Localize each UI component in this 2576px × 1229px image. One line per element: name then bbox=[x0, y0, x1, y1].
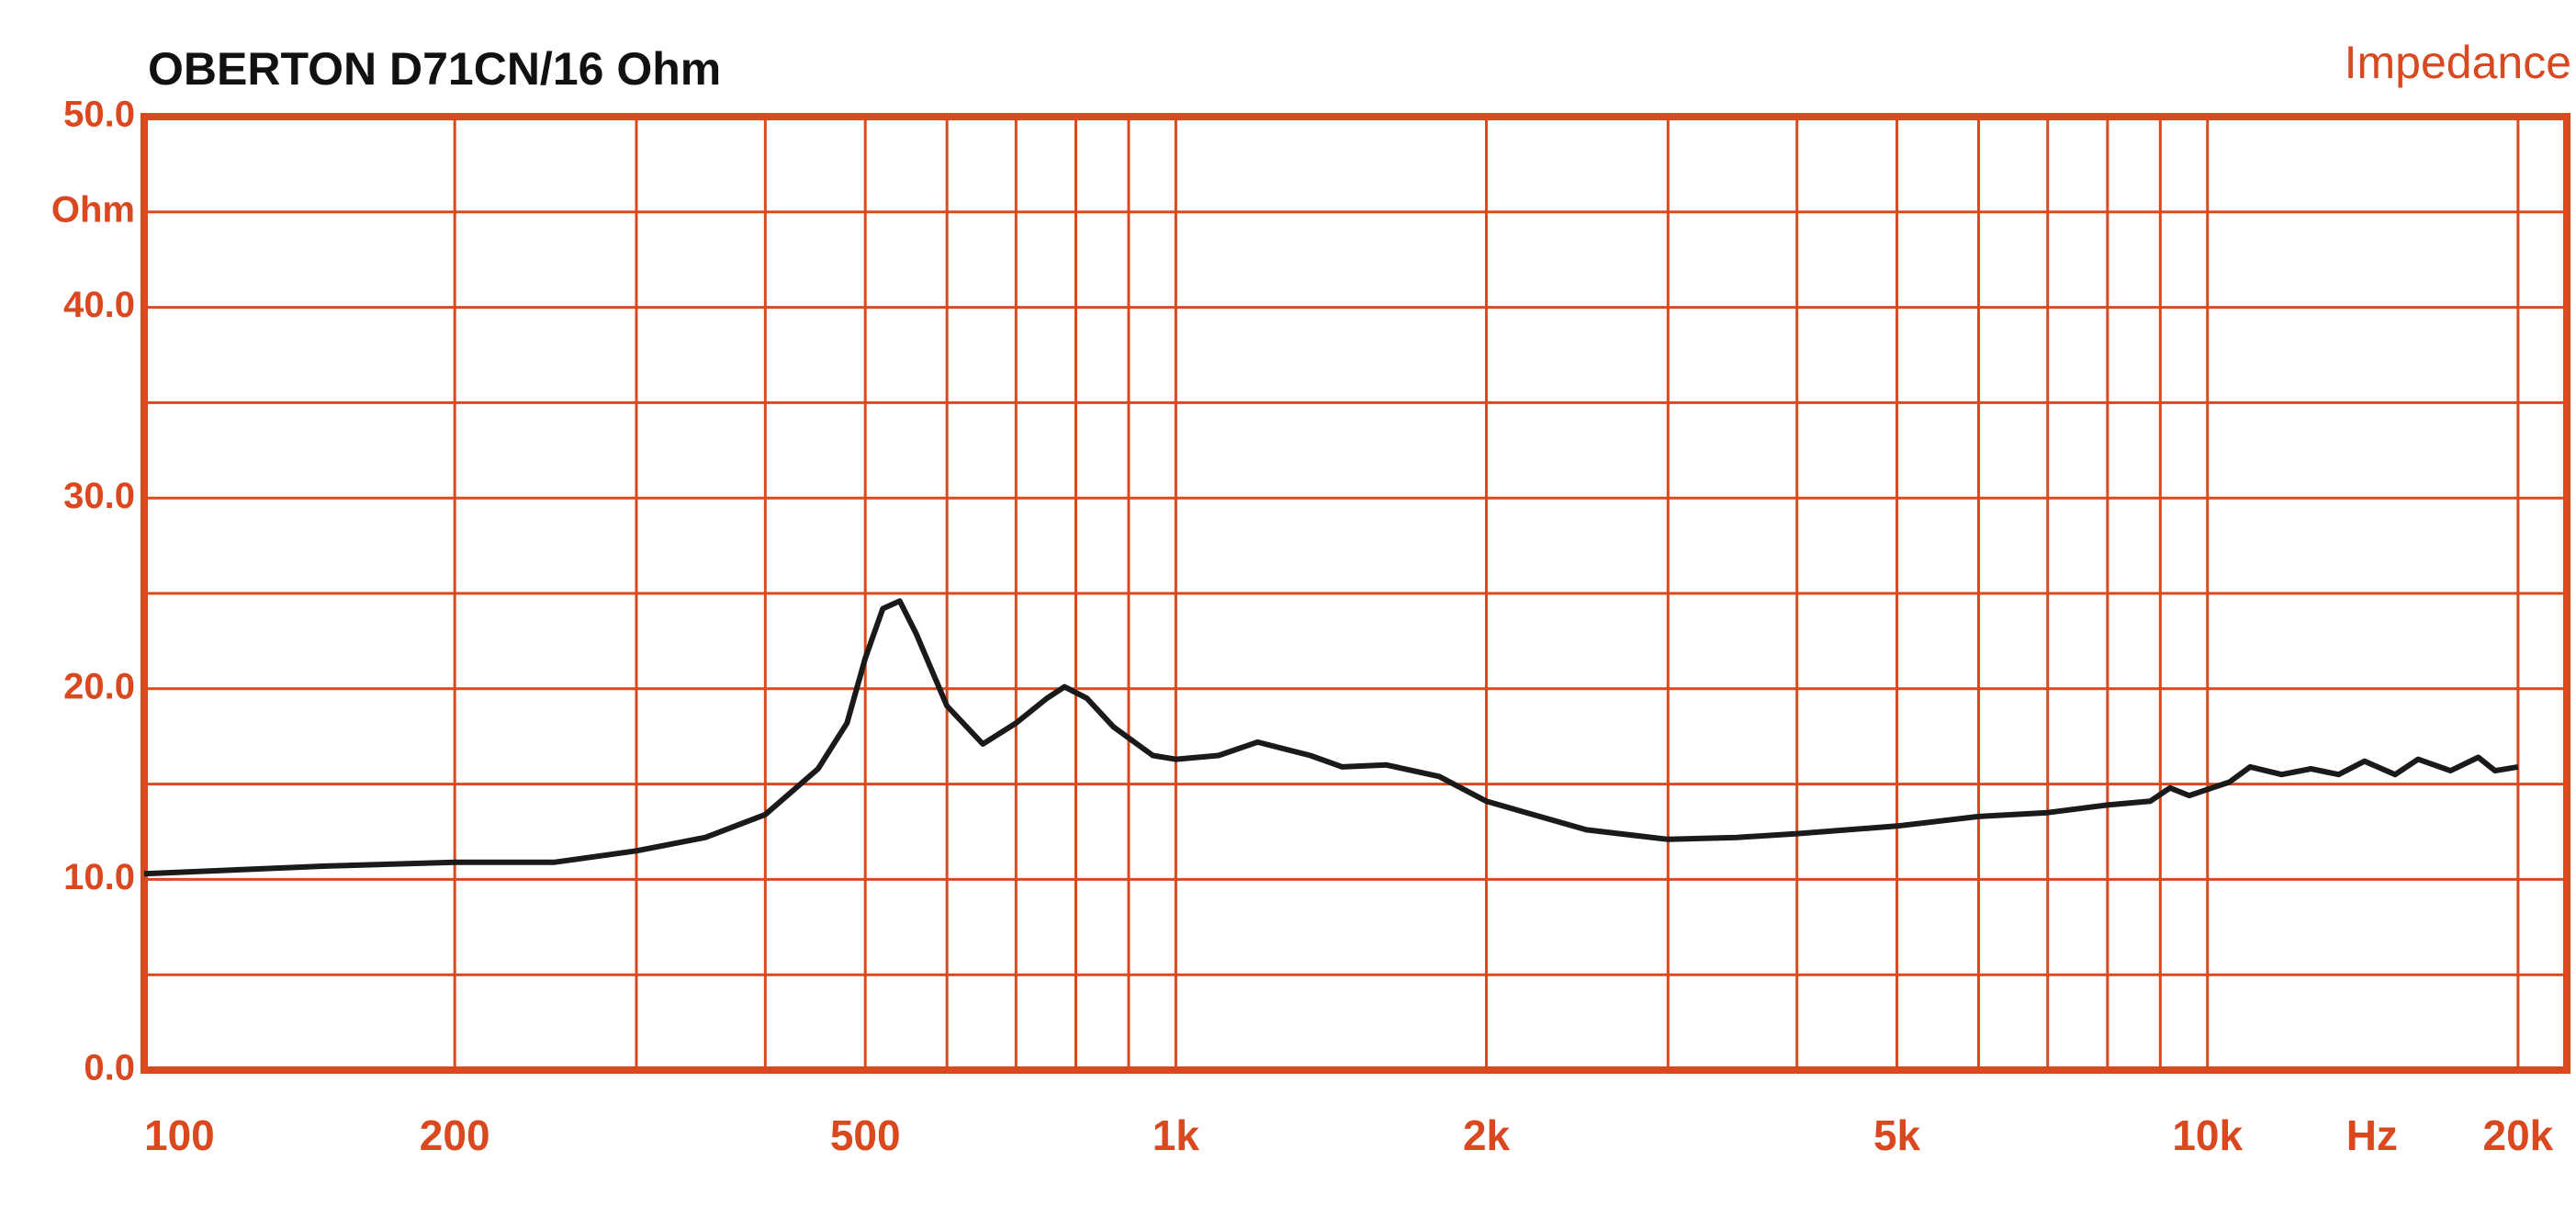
y-tick-label: 40.0 bbox=[63, 285, 135, 325]
x-tick-label: 200 bbox=[420, 1111, 490, 1159]
y-tick-label: 30.0 bbox=[63, 476, 135, 516]
impedance-curve bbox=[143, 598, 2519, 877]
x-tick-label: 100 bbox=[144, 1111, 215, 1159]
x-tick-label: 20k bbox=[2483, 1111, 2554, 1159]
x-tick-label: 500 bbox=[830, 1111, 901, 1159]
chart-title: OBERTON D71CN/16 Ohm bbox=[148, 43, 721, 95]
y-axis-label: Ohm bbox=[51, 189, 135, 230]
x-tick-label: 10k bbox=[2172, 1111, 2243, 1159]
x-axis-label: Hz bbox=[2346, 1111, 2398, 1159]
plot-frame bbox=[141, 113, 2570, 1074]
x-tick-label: 2k bbox=[1463, 1111, 1511, 1159]
chart-subtitle: Impedance bbox=[2345, 37, 2571, 88]
y-tick-label: 0.0 bbox=[84, 1048, 135, 1088]
x-tick-label: 5k bbox=[1873, 1111, 1921, 1159]
y-tick-label: 10.0 bbox=[63, 857, 135, 897]
y-tick-label: 50.0 bbox=[63, 95, 135, 135]
y-tick-label: 20.0 bbox=[63, 666, 135, 706]
x-tick-label: 1k bbox=[1153, 1111, 1200, 1159]
